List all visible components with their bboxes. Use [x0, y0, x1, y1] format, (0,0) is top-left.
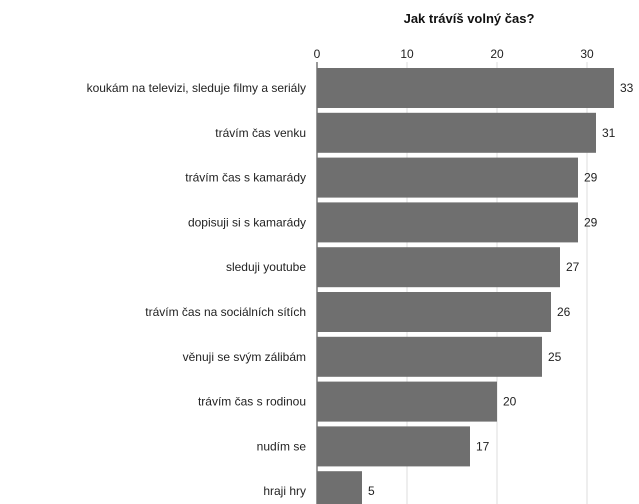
bar — [317, 426, 470, 467]
bar — [317, 112, 596, 153]
x-tick-label: 10 — [400, 47, 414, 61]
value-label: 31 — [602, 126, 616, 140]
bars — [317, 68, 614, 504]
category-label: trávím čas s kamarády — [185, 171, 306, 185]
value-label: 17 — [476, 439, 490, 453]
x-tick-label: 30 — [580, 47, 594, 61]
category-label: trávím čas venku — [215, 126, 306, 140]
category-label: hraji hry — [263, 484, 306, 498]
bar — [317, 247, 560, 288]
bar — [317, 202, 578, 243]
value-label: 29 — [584, 171, 598, 185]
value-label: 5 — [368, 484, 375, 498]
category-label: dopisuji si s kamarády — [188, 215, 306, 229]
value-label: 25 — [548, 350, 562, 364]
category-label: koukám na televizi, sleduje filmy a seri… — [87, 81, 306, 95]
value-label: 33 — [620, 81, 634, 95]
value-label: 26 — [557, 305, 571, 319]
category-label: nudím se — [257, 439, 307, 453]
x-axis-ticks: 0 10 20 30 — [314, 47, 594, 61]
value-label: 29 — [584, 215, 598, 229]
x-tick-label: 0 — [314, 47, 321, 61]
bar — [317, 157, 578, 198]
value-label: 20 — [503, 395, 517, 409]
bar — [317, 68, 614, 108]
bar — [317, 292, 551, 332]
category-label: trávím čas s rodinou — [198, 395, 306, 409]
bar — [317, 381, 497, 422]
value-label: 27 — [566, 260, 580, 274]
category-label: věnuji se svým zálibám — [183, 350, 306, 364]
value-labels: 33 31 29 29 27 26 25 20 17 5 — [368, 81, 634, 498]
category-label: sleduji youtube — [226, 260, 306, 274]
bar — [317, 336, 542, 377]
bar — [317, 471, 362, 504]
chart-title: Jak trávíš volný čas? — [404, 11, 535, 26]
x-tick-label: 20 — [490, 47, 504, 61]
category-labels: koukám na televizi, sleduje filmy a seri… — [87, 81, 307, 498]
category-label: trávím čas na sociálních sítích — [145, 305, 306, 319]
